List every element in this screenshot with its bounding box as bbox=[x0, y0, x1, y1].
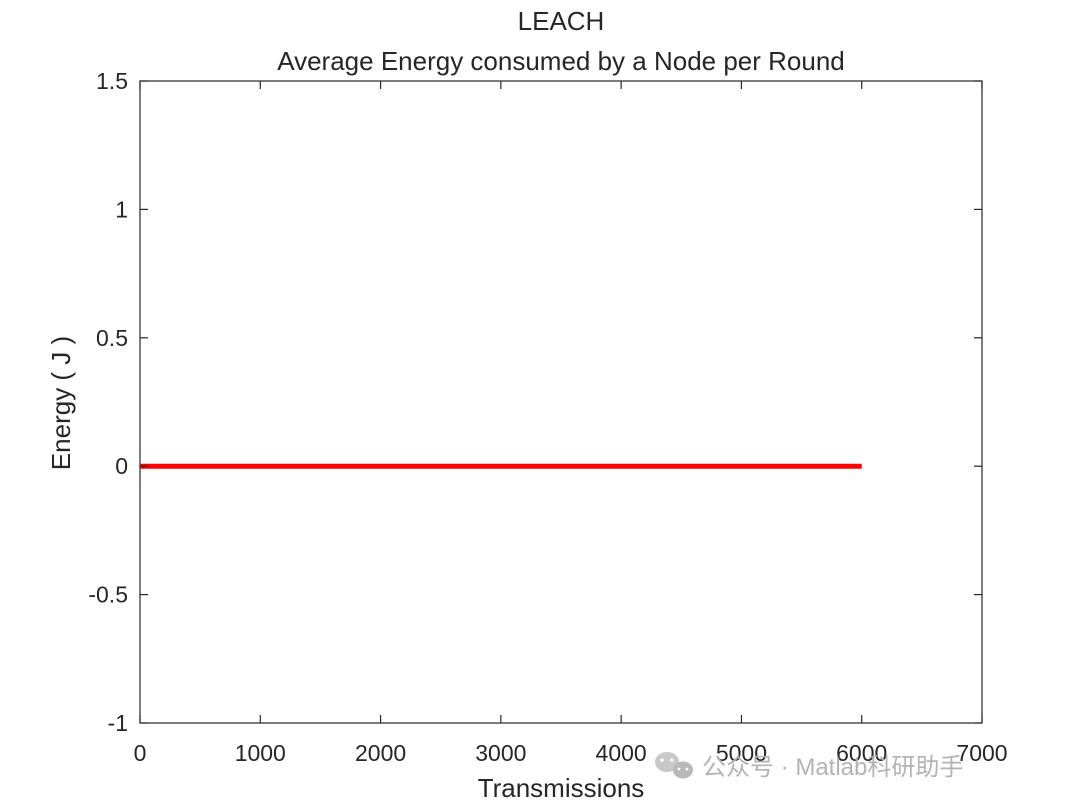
wechat-icon bbox=[655, 752, 693, 779]
plot-area: 0 1000 2000 3000 4000 5000 6000 7000 -1 -0.5 0 0.5… bbox=[88, 68, 1007, 766]
x-tick-label: 1000 bbox=[235, 740, 286, 766]
chart-subtitle: Average Energy consumed by a Node per Ro… bbox=[277, 46, 845, 76]
x-tick-label: 4000 bbox=[596, 740, 647, 766]
y-ticks: -1 -0.5 0 0.5 1 1.5 bbox=[88, 68, 982, 736]
chart-title: LEACH bbox=[518, 6, 605, 36]
axes-box bbox=[139, 80, 983, 724]
y-tick-label: -0.5 bbox=[88, 582, 128, 608]
x-tick-label: 2000 bbox=[355, 740, 406, 766]
x-ticks: 0 1000 2000 3000 4000 5000 6000 7000 bbox=[134, 81, 1008, 766]
y-tick-label: -1 bbox=[108, 710, 128, 736]
y-tick-label: 0.5 bbox=[96, 325, 128, 351]
y-tick-label: 1 bbox=[115, 196, 128, 222]
y-tick-label: 1.5 bbox=[96, 68, 128, 94]
x-tick-label: 3000 bbox=[475, 740, 526, 766]
x-axis-label: Transmissions bbox=[478, 773, 645, 803]
x-tick-label: 6000 bbox=[836, 740, 887, 766]
watermark: 公众号 · Matlab科研助手 bbox=[655, 752, 963, 781]
y-axis-label: Energy ( J ) bbox=[46, 336, 76, 470]
y-tick-label: 0 bbox=[115, 453, 128, 479]
x-tick-label: 5000 bbox=[716, 740, 767, 766]
watermark-text: 公众号 · Matlab科研助手 bbox=[702, 754, 963, 781]
x-tick-label: 0 bbox=[134, 740, 147, 766]
x-tick-label: 7000 bbox=[956, 740, 1007, 766]
